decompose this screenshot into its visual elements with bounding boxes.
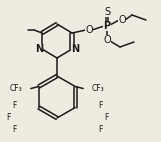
- Text: F: F: [98, 125, 102, 133]
- Text: S: S: [104, 7, 110, 17]
- Text: F: F: [104, 112, 108, 122]
- Text: P: P: [103, 21, 111, 31]
- Text: CF₃: CF₃: [10, 84, 23, 93]
- Text: O: O: [103, 35, 111, 45]
- Text: N: N: [71, 44, 79, 54]
- Text: F: F: [6, 112, 10, 122]
- Text: N: N: [35, 44, 43, 54]
- Text: F: F: [12, 101, 16, 109]
- Text: F: F: [98, 101, 102, 109]
- Text: O: O: [118, 15, 126, 25]
- Text: CF₃: CF₃: [91, 84, 104, 93]
- Text: O: O: [85, 25, 93, 35]
- Text: F: F: [12, 125, 16, 133]
